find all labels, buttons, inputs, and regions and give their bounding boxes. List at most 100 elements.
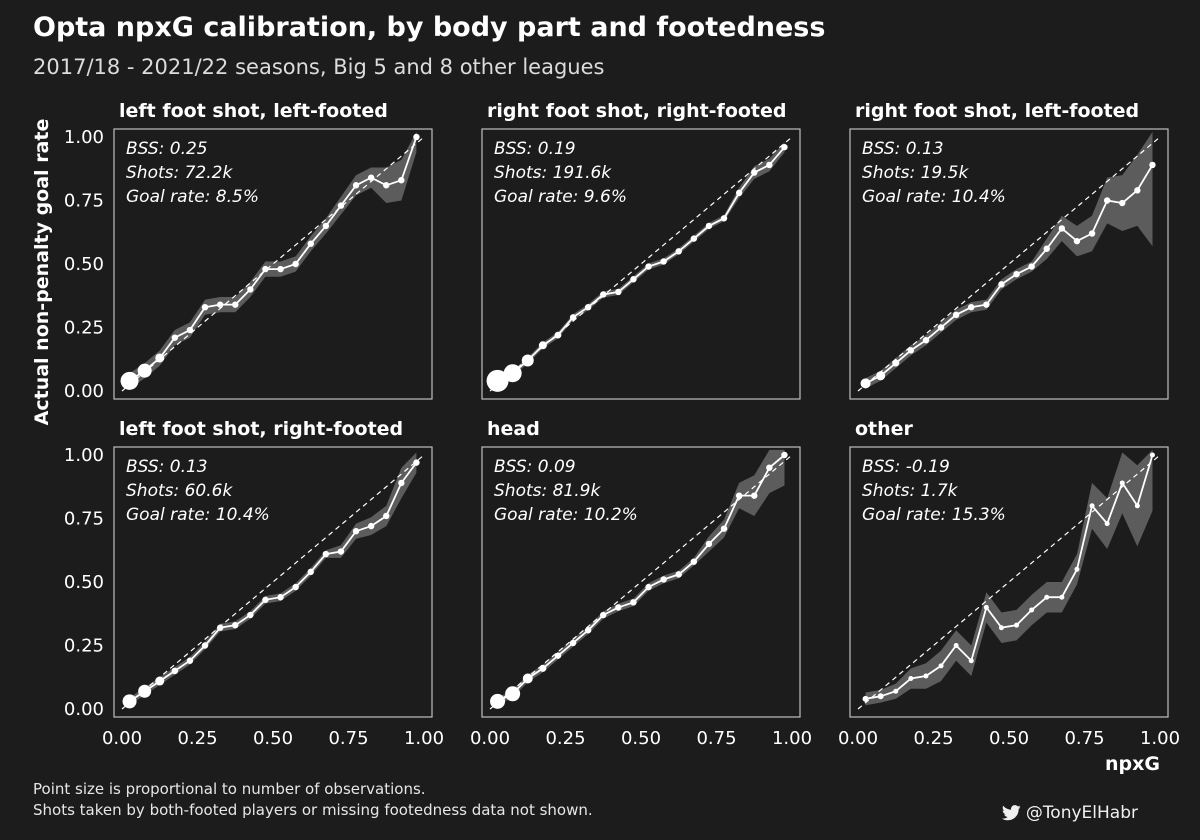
data-point bbox=[690, 558, 698, 565]
x-axis-title: npxG bbox=[1105, 753, 1160, 775]
caption-line-1: Point size is proportional to number of … bbox=[33, 780, 426, 798]
x-tick-label: 0.00 bbox=[838, 728, 878, 749]
panel-border bbox=[849, 128, 1169, 400]
chart-subtitle: 2017/18 - 2021/22 seasons, Big 5 and 8 o… bbox=[33, 55, 605, 79]
data-point bbox=[660, 576, 667, 583]
data-point bbox=[938, 663, 944, 669]
x-tick-label: 1.00 bbox=[404, 728, 444, 749]
stats-annotation: Goal rate: 8.5% bbox=[126, 187, 259, 207]
data-point bbox=[660, 258, 667, 265]
data-point bbox=[216, 301, 224, 308]
data-point bbox=[383, 182, 390, 189]
data-point bbox=[877, 693, 884, 700]
data-point bbox=[155, 676, 165, 686]
data-point bbox=[923, 673, 929, 679]
data-point bbox=[262, 596, 269, 603]
data-point bbox=[292, 583, 299, 591]
data-point bbox=[201, 642, 209, 649]
data-point bbox=[1073, 237, 1081, 245]
chart-title: Opta npxG calibration, by body part and … bbox=[33, 12, 826, 43]
data-point bbox=[937, 324, 945, 331]
data-point bbox=[138, 684, 152, 698]
data-point bbox=[998, 281, 1005, 288]
data-point bbox=[521, 354, 534, 367]
data-point bbox=[751, 492, 758, 499]
data-point bbox=[1058, 225, 1066, 232]
x-tick-label: 1.00 bbox=[1140, 728, 1180, 749]
data-point bbox=[630, 599, 637, 606]
data-point bbox=[1044, 594, 1050, 600]
data-point bbox=[1134, 503, 1140, 509]
data-point bbox=[860, 378, 871, 389]
x-tick-label: 0.75 bbox=[1064, 728, 1104, 749]
data-point bbox=[337, 202, 345, 209]
facet-title: left foot shot, left-footed bbox=[119, 100, 388, 122]
data-point bbox=[1013, 270, 1020, 278]
stats-annotation: Goal rate: 15.3% bbox=[862, 505, 1006, 525]
stats-annotation: Shots: 81.9k bbox=[494, 481, 601, 501]
data-point bbox=[486, 369, 509, 392]
x-tick-label: 1.00 bbox=[772, 728, 812, 749]
data-point bbox=[1089, 503, 1095, 509]
data-point bbox=[503, 364, 522, 383]
x-tick-label: 0.25 bbox=[545, 728, 585, 749]
data-point bbox=[781, 451, 788, 459]
stats-annotation: Shots: 60.6k bbox=[126, 481, 233, 501]
data-point bbox=[367, 522, 375, 530]
facet-title: right foot shot, right-footed bbox=[487, 100, 787, 122]
data-point bbox=[171, 667, 179, 675]
data-point bbox=[1149, 161, 1156, 169]
x-tick-label: 0.00 bbox=[102, 728, 142, 749]
stats-annotation: Shots: 1.7k bbox=[862, 481, 959, 501]
facet-panel-6: other BSS: -0.19 Shots: 1.7k Goal rate: 15.… bbox=[838, 418, 1180, 749]
data-point bbox=[720, 215, 728, 222]
data-point bbox=[690, 235, 698, 242]
y-tick-label: 0.75 bbox=[64, 191, 104, 212]
stats-annotation: BSS: 0.13 bbox=[862, 139, 944, 159]
data-point bbox=[1103, 197, 1111, 204]
data-point bbox=[367, 174, 375, 181]
data-point bbox=[1119, 480, 1125, 486]
stats-annotation: BSS: 0.09 bbox=[494, 457, 576, 477]
facet-title: left foot shot, right-footed bbox=[119, 418, 403, 440]
y-tick-label: 0.50 bbox=[64, 254, 104, 275]
data-point bbox=[322, 550, 330, 558]
reference-line bbox=[857, 454, 1161, 710]
data-point bbox=[307, 568, 314, 576]
data-point bbox=[186, 326, 194, 334]
data-point bbox=[232, 301, 239, 308]
panel-border bbox=[849, 446, 1169, 718]
data-point bbox=[952, 311, 960, 318]
x-tick-label: 0.75 bbox=[696, 728, 736, 749]
facet-panel-2: right foot shot, right-footed BSS: 0.19 Sh… bbox=[481, 100, 801, 400]
y-tick-label: 0.00 bbox=[64, 381, 104, 402]
x-tick-label: 0.50 bbox=[989, 728, 1029, 749]
data-point bbox=[705, 222, 713, 230]
y-tick-label: 0.50 bbox=[64, 572, 104, 593]
data-point bbox=[983, 604, 989, 610]
data-point bbox=[554, 652, 562, 659]
data-point bbox=[922, 337, 930, 344]
data-point bbox=[735, 492, 743, 499]
data-point bbox=[584, 627, 592, 634]
data-point bbox=[907, 347, 915, 354]
data-point bbox=[554, 331, 562, 339]
caption-line-2: Shots taken by both-footed players or mi… bbox=[33, 801, 593, 819]
x-tick-label: 0.00 bbox=[470, 728, 510, 749]
facet-title: right foot shot, left-footed bbox=[855, 100, 1139, 122]
data-point bbox=[352, 528, 360, 535]
data-point bbox=[1104, 521, 1110, 527]
stats-annotation: BSS: 0.13 bbox=[126, 457, 208, 477]
data-point bbox=[766, 464, 773, 471]
data-point bbox=[1028, 263, 1035, 270]
data-point bbox=[630, 276, 637, 283]
data-point bbox=[277, 265, 284, 273]
facet-panel-3: right foot shot, left-footed BSS: 0.13 Sho… bbox=[849, 100, 1169, 400]
data-point bbox=[232, 621, 239, 629]
data-point bbox=[998, 625, 1004, 631]
data-point bbox=[155, 353, 165, 363]
data-point bbox=[1119, 199, 1126, 207]
data-point bbox=[522, 673, 533, 684]
data-point bbox=[705, 540, 713, 548]
